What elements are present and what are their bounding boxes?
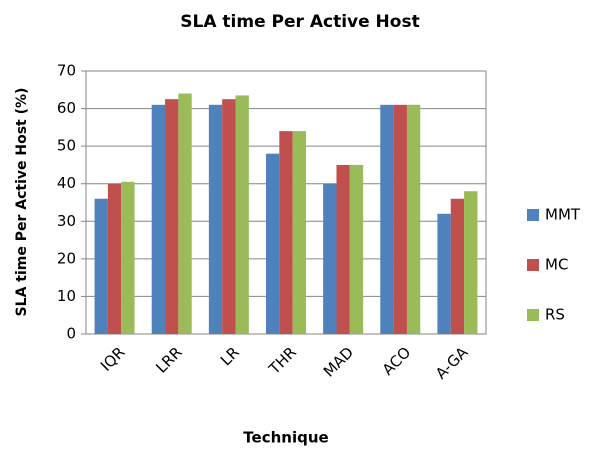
bar — [208, 104, 223, 334]
y-tick-label: 10 — [57, 287, 76, 305]
bar — [380, 104, 394, 334]
y-tick-label: 50 — [57, 137, 76, 155]
x-tick-label: LR — [217, 343, 243, 369]
x-tick-label: THR — [265, 343, 300, 378]
bar — [292, 131, 306, 334]
bar — [464, 191, 478, 334]
bar — [266, 153, 280, 334]
y-tick-label: 40 — [57, 174, 76, 192]
bar — [323, 183, 337, 334]
y-tick-label: 30 — [57, 212, 76, 230]
legend-label: RS — [545, 306, 565, 324]
x-tick-label: MAD — [320, 343, 357, 380]
legend-label: MC — [545, 256, 568, 274]
x-tick-label: LRR — [152, 343, 185, 376]
x-tick-label: IQR — [97, 343, 129, 375]
bar — [222, 99, 236, 334]
x-tick-label: ACO — [379, 343, 415, 379]
y-tick-label: 20 — [57, 249, 76, 267]
bar — [336, 164, 350, 334]
legend-swatch — [527, 259, 539, 271]
chart-title: SLA time Per Active Host — [180, 12, 419, 32]
bar — [437, 213, 451, 334]
y-tick-label: 60 — [57, 99, 76, 117]
x-axis-label: Technique — [243, 429, 328, 447]
bar — [151, 104, 166, 334]
x-tick-label: A-GA — [432, 343, 472, 383]
bar — [94, 198, 108, 334]
bar — [235, 95, 249, 335]
legend-label: MMT — [545, 206, 581, 224]
bar — [406, 104, 421, 334]
bar — [279, 131, 293, 334]
y-tick-label: 70 — [57, 62, 76, 80]
bar — [121, 181, 135, 334]
bar — [349, 164, 364, 334]
legend-swatch — [527, 309, 539, 321]
legend-swatch — [527, 209, 539, 221]
bar — [178, 93, 192, 335]
y-tick-label: 0 — [66, 325, 76, 343]
bar — [450, 198, 465, 334]
bar — [165, 99, 179, 334]
bar — [393, 104, 407, 334]
bar — [107, 183, 122, 334]
y-axis-label: SLA time Per Active Host (%) — [14, 88, 30, 317]
